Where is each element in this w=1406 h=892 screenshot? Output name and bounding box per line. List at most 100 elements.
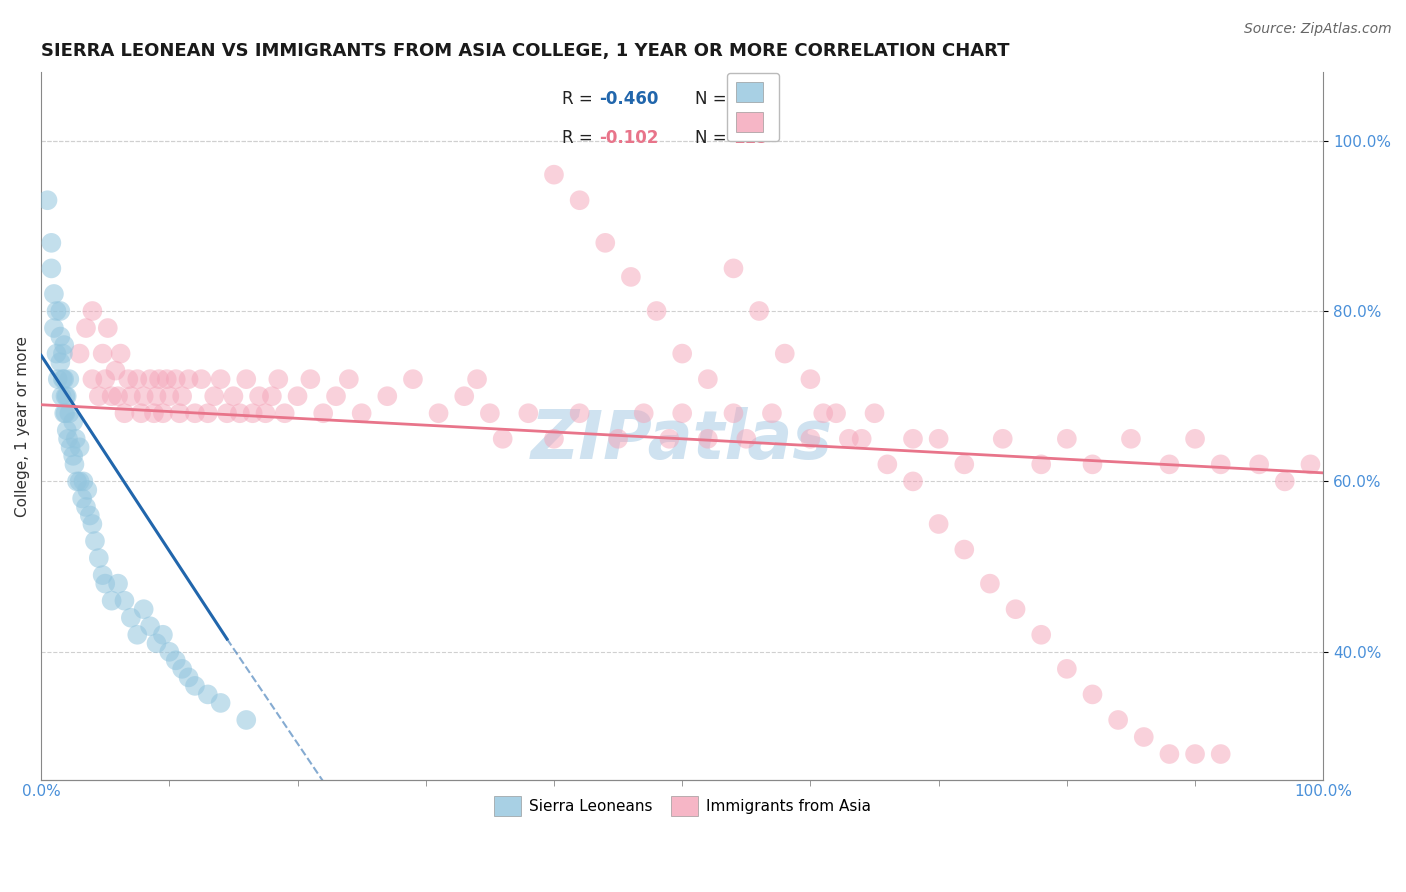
- Point: [222, 389, 245, 403]
- Point: [723, 406, 745, 420]
- Point: [402, 372, 425, 386]
- Text: -0.102: -0.102: [599, 129, 658, 147]
- Point: [55, 406, 77, 420]
- Point: [49, 329, 72, 343]
- Point: [97, 321, 120, 335]
- Point: [202, 389, 225, 403]
- Point: [953, 458, 976, 472]
- Point: [145, 636, 167, 650]
- Point: [568, 406, 591, 420]
- Point: [56, 432, 79, 446]
- Point: [177, 670, 200, 684]
- Point: [813, 406, 835, 420]
- Point: [55, 389, 77, 403]
- Point: [41, 261, 63, 276]
- Point: [1107, 713, 1129, 727]
- Text: 115: 115: [734, 129, 768, 147]
- Point: [1209, 747, 1232, 761]
- Text: Source: ZipAtlas.com: Source: ZipAtlas.com: [1244, 22, 1392, 37]
- Point: [825, 406, 848, 420]
- Point: [46, 372, 69, 386]
- Point: [84, 534, 107, 549]
- Point: [53, 406, 76, 420]
- Point: [94, 576, 117, 591]
- Point: [132, 389, 155, 403]
- Point: [312, 406, 335, 420]
- Point: [62, 449, 84, 463]
- Text: R =: R =: [561, 90, 598, 108]
- Point: [65, 432, 87, 446]
- Point: [215, 406, 238, 420]
- Text: N =: N =: [695, 90, 733, 108]
- Point: [851, 432, 873, 446]
- Point: [120, 389, 142, 403]
- Point: [299, 372, 322, 386]
- Point: [76, 483, 98, 497]
- Point: [1056, 662, 1078, 676]
- Point: [645, 304, 668, 318]
- Point: [543, 168, 565, 182]
- Point: [254, 406, 277, 420]
- Point: [157, 389, 180, 403]
- Point: [107, 389, 129, 403]
- Point: [172, 389, 194, 403]
- Point: [928, 432, 950, 446]
- Point: [114, 593, 136, 607]
- Point: [75, 500, 97, 514]
- Point: [87, 389, 110, 403]
- Point: [620, 269, 643, 284]
- Point: [465, 372, 488, 386]
- Point: [979, 576, 1001, 591]
- Point: [69, 475, 91, 489]
- Point: [66, 475, 89, 489]
- Text: 59: 59: [734, 90, 756, 108]
- Point: [87, 551, 110, 566]
- Point: [53, 372, 76, 386]
- Point: [69, 346, 91, 360]
- Point: [42, 321, 65, 335]
- Point: [152, 628, 174, 642]
- Point: [148, 372, 170, 386]
- Point: [63, 458, 86, 472]
- Point: [100, 389, 122, 403]
- Point: [287, 389, 309, 403]
- Text: ZIPatlas: ZIPatlas: [531, 407, 834, 473]
- Point: [235, 372, 257, 386]
- Point: [152, 406, 174, 420]
- Point: [139, 372, 162, 386]
- Point: [735, 432, 758, 446]
- Point: [165, 372, 187, 386]
- Point: [1184, 432, 1206, 446]
- Text: SIERRA LEONEAN VS IMMIGRANTS FROM ASIA COLLEGE, 1 YEAR OR MORE CORRELATION CHART: SIERRA LEONEAN VS IMMIGRANTS FROM ASIA C…: [41, 42, 1010, 60]
- Point: [671, 346, 693, 360]
- Point: [120, 611, 142, 625]
- Point: [55, 423, 77, 437]
- Point: [197, 687, 219, 701]
- Point: [142, 406, 165, 420]
- Point: [110, 346, 132, 360]
- Point: [1004, 602, 1026, 616]
- Point: [82, 516, 104, 531]
- Point: [543, 432, 565, 446]
- Text: -0.460: -0.460: [599, 90, 658, 108]
- Point: [799, 372, 821, 386]
- Y-axis label: College, 1 year or more: College, 1 year or more: [15, 335, 30, 516]
- Point: [1081, 687, 1104, 701]
- Point: [453, 389, 475, 403]
- Point: [229, 406, 252, 420]
- Point: [139, 619, 162, 633]
- Point: [209, 372, 232, 386]
- Point: [41, 235, 63, 250]
- Point: [91, 568, 114, 582]
- Point: [104, 364, 127, 378]
- Point: [1159, 458, 1181, 472]
- Point: [114, 406, 136, 420]
- Point: [177, 372, 200, 386]
- Point: [49, 355, 72, 369]
- Point: [53, 338, 76, 352]
- Point: [1081, 458, 1104, 472]
- Point: [517, 406, 540, 420]
- Point: [799, 432, 821, 446]
- Point: [260, 389, 283, 403]
- Point: [45, 346, 67, 360]
